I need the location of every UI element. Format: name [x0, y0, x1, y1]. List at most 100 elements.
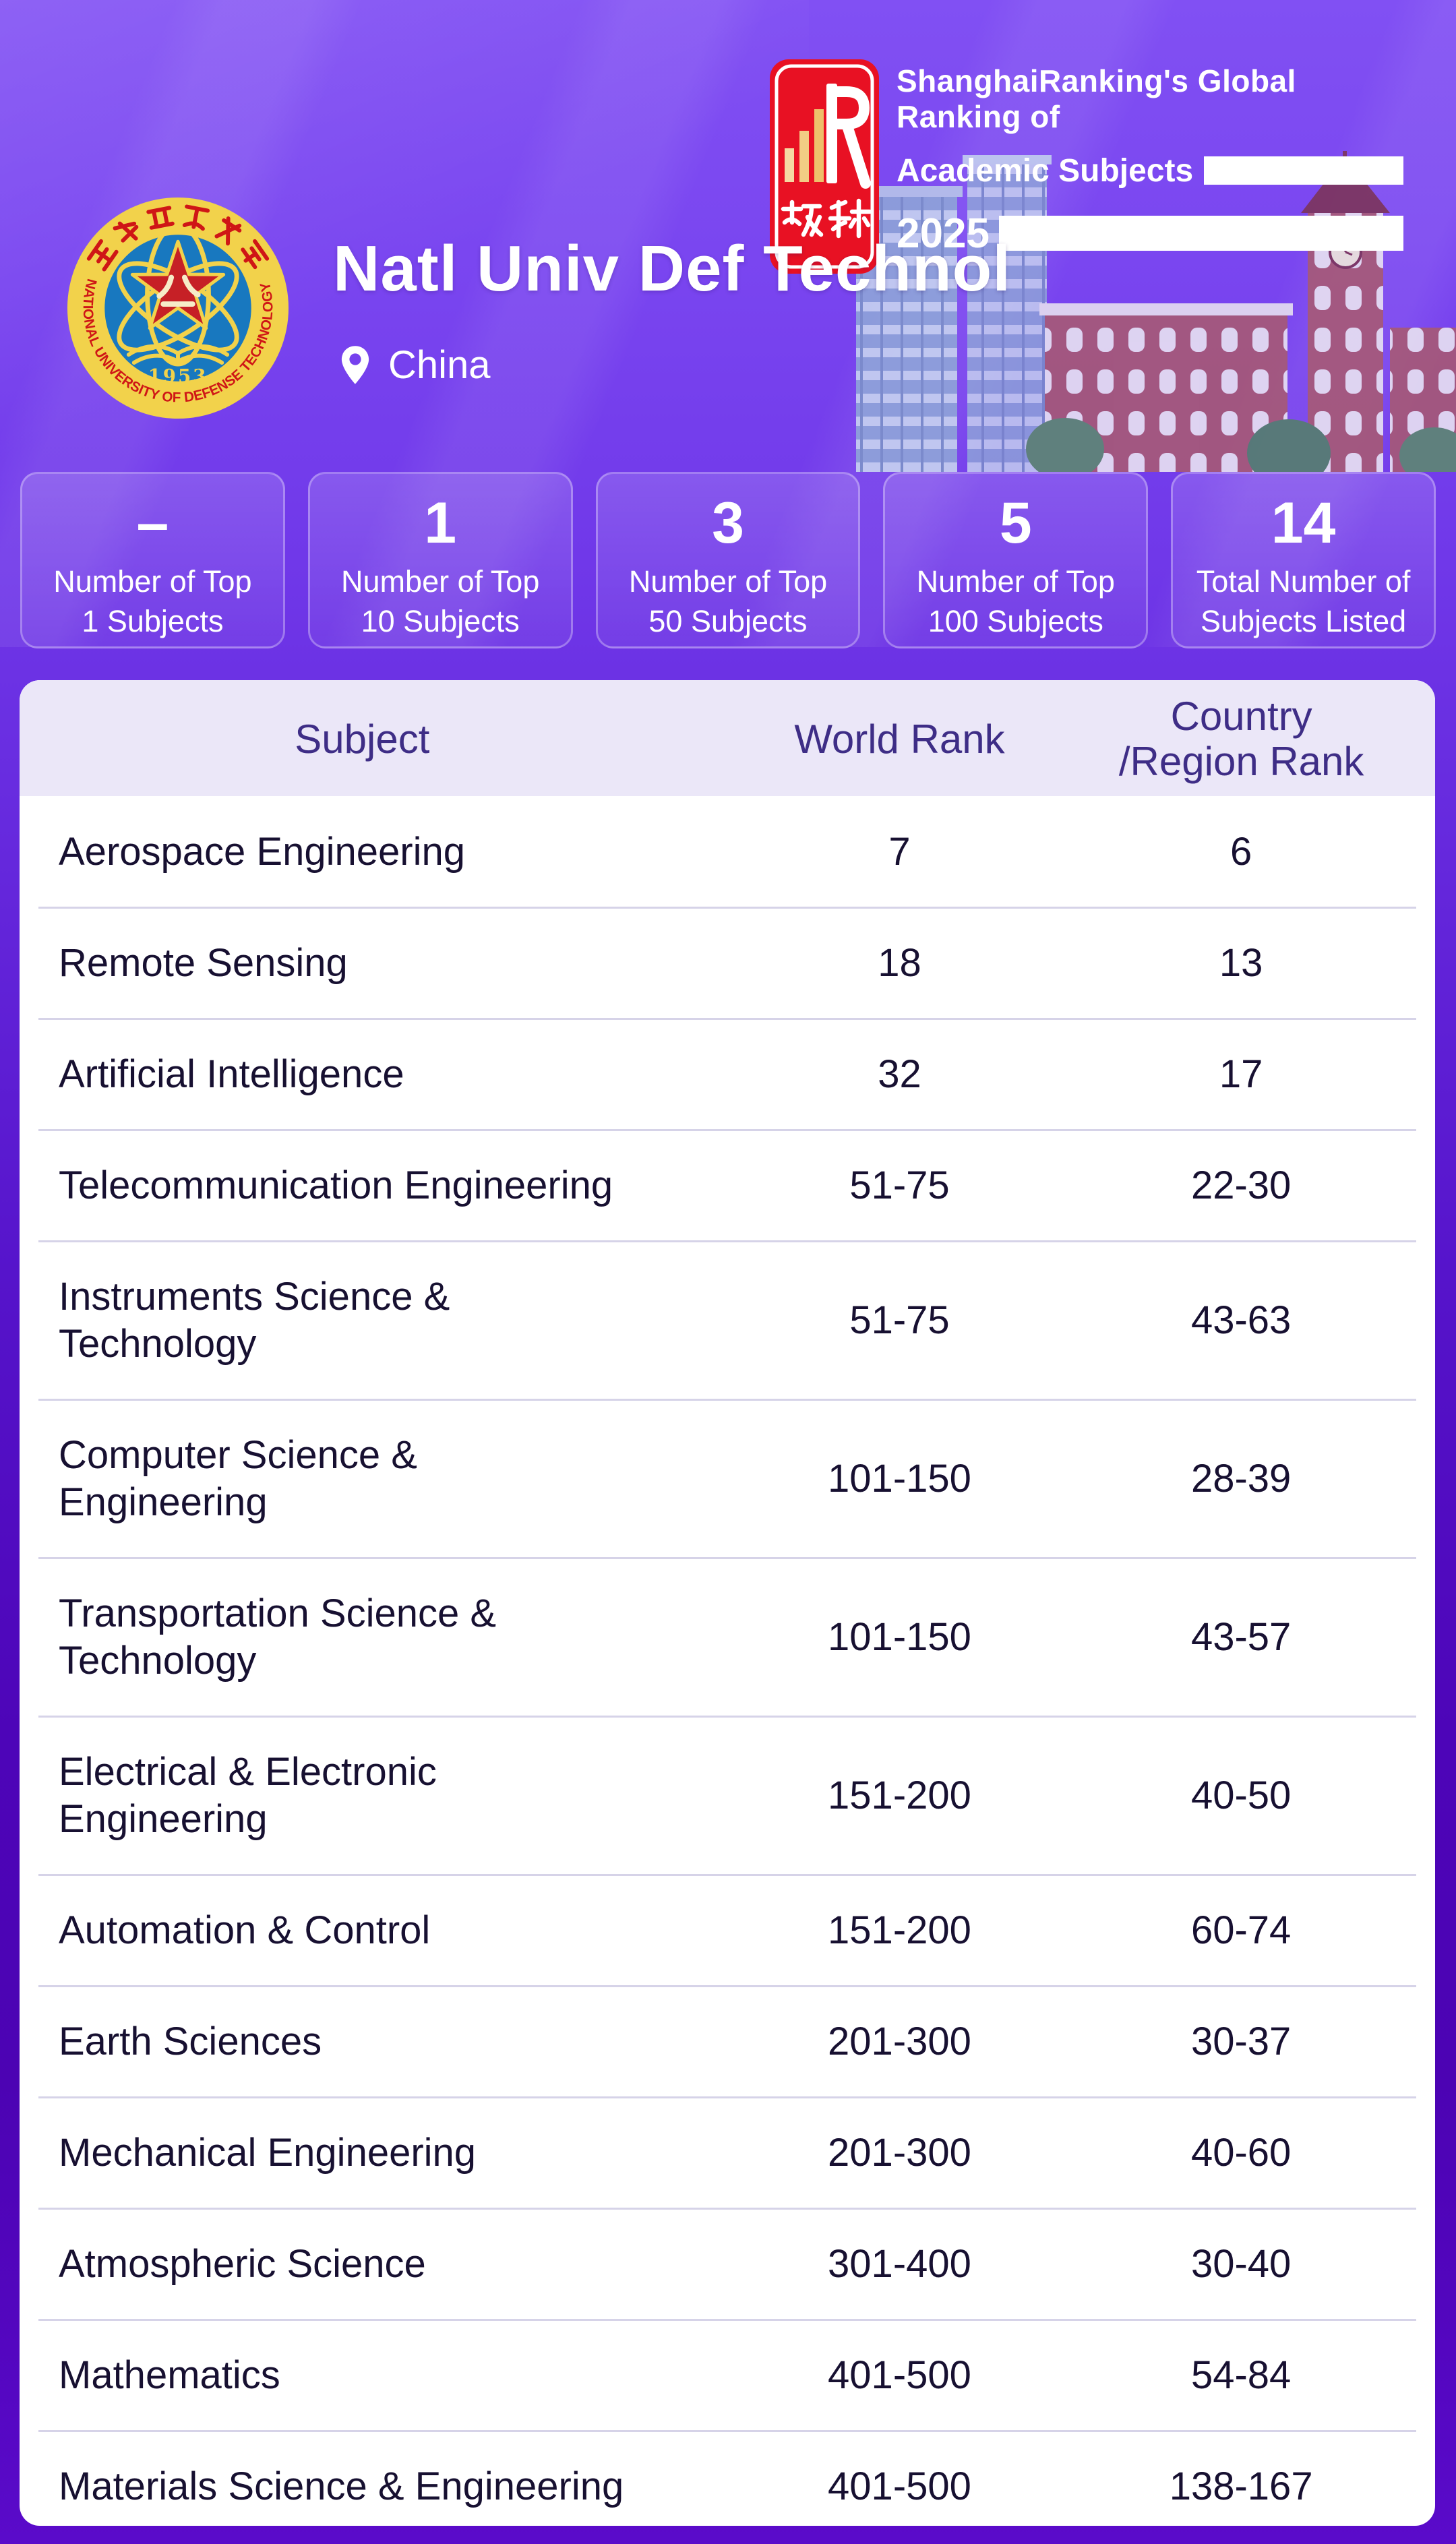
- world-rank-cell: 18: [686, 907, 1114, 1019]
- table-row: Earth Sciences 201-300 30-37: [38, 1985, 1416, 2098]
- subject-cell: Aerospace Engineering: [59, 830, 465, 874]
- subject-cell: Mechanical Engineering: [38, 2096, 686, 2209]
- table-row: Computer Science & Engineering 101-150 2…: [38, 1399, 1416, 1558]
- subject-cell: Computer Science & Engineering: [38, 1399, 686, 1558]
- region-rank-cell: 43-63: [1113, 1240, 1416, 1400]
- shanghairanking-logo-art: [775, 64, 874, 269]
- stat-value: 1: [424, 491, 457, 555]
- stat-value: 5: [999, 491, 1032, 555]
- world-rank-cell: 151-200: [686, 1874, 1114, 1987]
- subject-cell: Atmospheric Science: [38, 2208, 686, 2320]
- stat-cards: – Number of Top 1 Subjects 1 Number of T…: [20, 472, 1436, 648]
- table-row: Artificial Intelligence 32 17: [38, 1018, 1416, 1130]
- stat-card-top100: 5 Number of Top 100 Subjects: [883, 472, 1149, 648]
- table-row: Materials Science & Engineering 401-500 …: [38, 2430, 1416, 2526]
- subject-cell: Automation & Control: [38, 1874, 686, 1987]
- tree: [1026, 418, 1104, 472]
- table-row: Mechanical Engineering 201-300 40-60: [38, 2096, 1416, 2209]
- table-header-band: [20, 680, 1435, 796]
- stat-value: –: [136, 491, 169, 555]
- region-rank-cell: 40-50: [1113, 1716, 1416, 1875]
- world-rank-cell: 401-500: [686, 2319, 1114, 2431]
- stat-value: 3: [712, 491, 744, 555]
- subject-cell: Remote Sensing: [38, 907, 686, 1019]
- campus-illustration: [851, 151, 1456, 472]
- stat-value: 14: [1271, 491, 1336, 555]
- subject-cell: Instruments Science & Technology: [38, 1240, 686, 1400]
- col-header-subject: Subject: [295, 716, 430, 762]
- stat-label: Number of Top 1 Subjects: [53, 564, 252, 639]
- subject-cell: Materials Science & Engineering: [38, 2430, 686, 2526]
- world-rank-cell: 201-300: [686, 2096, 1114, 2209]
- subject-cell: Artificial Intelligence: [38, 1018, 686, 1130]
- world-rank-cell: 401-500: [686, 2430, 1114, 2526]
- col-header-world-rank: World Rank: [794, 716, 1005, 762]
- table-header-row: Subject World Rank Country /Region Rank: [38, 680, 1416, 797]
- location-pin-icon: [341, 345, 369, 384]
- world-rank-cell: 201-300: [686, 1985, 1114, 2098]
- region-rank-cell: 30-40: [1113, 2208, 1416, 2320]
- table-row: Aerospace Engineering 7 6: [38, 797, 1416, 908]
- location-row: China: [340, 342, 491, 388]
- subject-rankings-table: Subject World Rank Country /Region Rank …: [38, 680, 1416, 2526]
- stat-card-total: 14 Total Number of Subjects Listed: [1171, 472, 1436, 648]
- subject-cell: Electrical & Electronic Engineering: [38, 1716, 686, 1875]
- col-header-region-rank: Country /Region Rank: [1118, 693, 1364, 784]
- shanghairanking-logo: [770, 59, 879, 274]
- country-label: China: [388, 343, 491, 387]
- table-row: Telecommunication Engineering 51-75 22-3…: [38, 1129, 1416, 1242]
- region-rank-cell: 40-60: [1113, 2096, 1416, 2209]
- world-rank-cell: 7: [888, 830, 911, 874]
- region-rank-cell: 43-57: [1113, 1557, 1416, 1717]
- world-rank-cell: 301-400: [686, 2208, 1114, 2320]
- subject-cell: Transportation Science & Technology: [38, 1557, 686, 1717]
- seal-star-glyph: [156, 274, 201, 307]
- subject-cell: Telecommunication Engineering: [38, 1129, 686, 1242]
- table-row: Instruments Science & Technology 51-75 4…: [38, 1240, 1416, 1400]
- banner-title-line1: ShanghaiRanking's Global Ranking of: [897, 63, 1296, 134]
- region-rank-cell: 13: [1113, 907, 1416, 1019]
- stat-label: Total Number of Subjects Listed: [1196, 564, 1411, 639]
- stat-card-top50: 3 Number of Top 50 Subjects: [595, 472, 861, 648]
- region-rank-cell: 17: [1113, 1018, 1416, 1130]
- stat-label: Number of Top 10 Subjects: [341, 564, 540, 639]
- table-row: Atmospheric Science 301-400 30-40: [38, 2208, 1416, 2320]
- region-rank-cell: 30-37: [1113, 1985, 1416, 2098]
- banner-rule-bar: [1204, 156, 1403, 185]
- bar-chart-r-icon: [785, 84, 871, 189]
- banner-title-line2: Academic Subjects: [897, 152, 1194, 189]
- world-rank-cell: 32: [686, 1018, 1114, 1130]
- world-rank-cell: 101-150: [686, 1399, 1114, 1558]
- table-row: Transportation Science & Technology 101-…: [38, 1557, 1416, 1717]
- world-rank-cell: 101-150: [686, 1557, 1114, 1717]
- seal-year: 1953: [148, 365, 208, 388]
- table-row: Remote Sensing 18 13: [38, 907, 1416, 1019]
- seal-cn-text-marks: [86, 204, 270, 272]
- region-rank-cell: 138-167: [1113, 2430, 1416, 2526]
- university-seal: 1953 NATIONAL UNIVERSITY OF DEFENSE TECH…: [67, 197, 289, 419]
- region-rank-cell: 22-30: [1113, 1129, 1416, 1242]
- table-row: Electrical & Electronic Engineering 151-…: [38, 1716, 1416, 1875]
- banner-rule-bar-2: [998, 216, 1403, 251]
- region-rank-cell: 6: [1230, 830, 1252, 874]
- banner-year: 2025: [897, 210, 990, 257]
- region-rank-cell: 54-84: [1113, 2319, 1416, 2431]
- stat-label: Number of Top 50 Subjects: [628, 564, 828, 639]
- stat-label: Number of Top 100 Subjects: [916, 564, 1115, 639]
- rankings-panel: Subject World Rank Country /Region Rank …: [20, 680, 1435, 2526]
- table-row: Mathematics 401-500 54-84: [38, 2319, 1416, 2431]
- world-rank-cell: 51-75: [686, 1129, 1114, 1242]
- seal-book: [126, 344, 230, 365]
- stat-card-top1: – Number of Top 1 Subjects: [20, 472, 285, 648]
- stat-card-top10: 1 Number of Top 10 Subjects: [307, 472, 573, 648]
- banner-text: ShanghaiRanking's Global Ranking of Acad…: [897, 63, 1403, 258]
- ruanke-cn-glyphs: [781, 198, 872, 239]
- world-rank-cell: 151-200: [686, 1716, 1114, 1875]
- table-row: Automation & Control 151-200 60-74: [38, 1874, 1416, 1987]
- world-rank-cell: 51-75: [686, 1240, 1114, 1400]
- region-rank-cell: 60-74: [1113, 1874, 1416, 1987]
- subject-cell: Earth Sciences: [38, 1985, 686, 2098]
- seal-star: [130, 239, 226, 330]
- university-name: Natl Univ Def Technol: [333, 233, 1011, 305]
